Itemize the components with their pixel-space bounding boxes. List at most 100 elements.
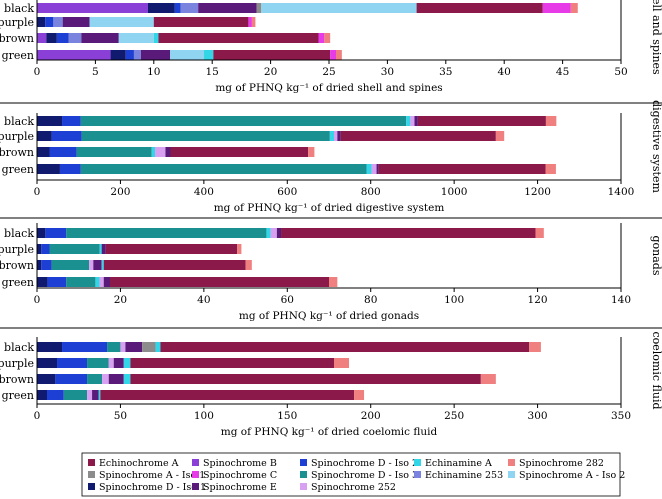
- category-label-purple: purple: [0, 16, 34, 29]
- legend-swatch: [88, 471, 95, 478]
- x-tick-label: 0: [34, 66, 41, 78]
- category-label-purple: purple: [0, 130, 34, 143]
- bar-segment-purple-spinochrome-d-iso-3: [87, 358, 109, 368]
- bar-segment-black-echinochrome-a: [417, 116, 546, 126]
- bar-segment-purple-spinochrome-282: [251, 17, 256, 27]
- bar-segment-brown-spinochrome-d-iso-2: [56, 33, 69, 43]
- bar-segment-black-spinochrome-252: [120, 342, 126, 352]
- bar-segment-brown-echinochrome-a: [170, 147, 309, 157]
- bar-segment-green-spinochrome-d-iso-1: [37, 390, 48, 400]
- x-tick-label: 100: [444, 294, 464, 306]
- legend-item-spinochrome-e: Spinochrome E: [192, 482, 277, 493]
- bar-segment-green-spinochrome-e: [92, 390, 99, 400]
- bar-segment-purple-echinochrome-a: [153, 17, 249, 27]
- x-tick-label: 1400: [608, 186, 635, 198]
- panel-label: digestive system: [650, 100, 662, 193]
- legend-label: Echinochrome A: [99, 458, 179, 469]
- bar-segment-brown-spinochrome-282: [245, 260, 252, 270]
- bar-segment-green-spinochrome-d-iso-3: [63, 390, 88, 400]
- x-tick-label: 35: [439, 66, 452, 78]
- bar-segment-green-spinochrome-252: [87, 390, 93, 400]
- bar-segment-black-spinochrome-a-iso-2: [261, 3, 417, 13]
- legend-label: Spinochrome E: [203, 482, 277, 493]
- bar-segment-purple-spinochrome-a-iso-2: [89, 17, 154, 27]
- bar-segment-black-spinochrome-252: [410, 116, 415, 126]
- category-label-brown: brown: [0, 32, 34, 45]
- x-tick-label: 800: [361, 186, 381, 198]
- legend-swatch: [192, 471, 199, 478]
- bar-segment-black-spinochrome-d-iso-3: [80, 116, 407, 126]
- x-tick-label: 200: [110, 186, 130, 198]
- bar-segment-black-spinochrome-d-iso-3: [66, 228, 267, 238]
- bar-segment-black-spinochrome-e: [276, 228, 282, 238]
- legend-label: Spinochrome 282: [519, 458, 604, 469]
- legend-label: Spinochrome 252: [311, 482, 396, 493]
- category-label-green: green: [2, 389, 34, 402]
- category-label-black: black: [4, 227, 34, 240]
- x-tick-label: 400: [194, 186, 214, 198]
- bar-segment-black-spinochrome-d-iso-1: [37, 228, 46, 238]
- bar-segment-brown-echinamine-a: [153, 33, 159, 43]
- bar-segment-brown-spinochrome-d-iso-1: [37, 260, 42, 270]
- bar-segment-purple-spinochrome-252: [334, 131, 338, 141]
- bar-segment-purple-echinamine-a: [99, 244, 102, 254]
- x-tick-label: 50: [114, 410, 127, 422]
- legend-swatch: [300, 471, 307, 478]
- category-label-brown: brown: [0, 146, 34, 159]
- x-tick-label: 250: [444, 410, 464, 422]
- bar-segment-brown-spinochrome-d-iso-2: [41, 260, 52, 270]
- x-axis-label: mg of PHNQ kg⁻¹ of dried gonads: [239, 310, 419, 322]
- category-label-brown: brown: [0, 373, 34, 386]
- legend-item-echinamine-253: Echinamine 253: [414, 470, 503, 481]
- legend-item-spinochrome-c: Spinochrome C: [192, 470, 277, 481]
- x-tick-label: 1200: [524, 186, 551, 198]
- x-tick-label: 350: [611, 410, 631, 422]
- bar-segment-brown-spinochrome-a-iso-2: [118, 33, 154, 43]
- bar-segment-green-spinochrome-282: [329, 277, 338, 287]
- bar-segment-brown-spinochrome-d-iso-3: [76, 147, 152, 157]
- legend-item-spinochrome-d-iso-3: Spinochrome D - Iso 3: [300, 470, 418, 481]
- bar-segment-green-spinochrome-252: [99, 277, 104, 287]
- category-label-green: green: [2, 276, 34, 289]
- bar-segment-green-spinochrome-d-iso-1: [37, 164, 60, 174]
- bar-segment-black-spinochrome-d-iso-1: [37, 116, 63, 126]
- bar-segment-black-spinochrome-d-iso-2: [45, 228, 67, 238]
- bar-segment-brown-spinochrome-e: [93, 260, 102, 270]
- x-axis-label: mg of PHNQ kg⁻¹ of dried shell and spine…: [215, 82, 442, 94]
- bar-segment-black-spinochrome-282: [570, 3, 578, 13]
- bar-segment-brown-spinochrome-d-iso-2: [55, 374, 88, 384]
- bar-segment-black-spinochrome-d-iso-3: [107, 342, 121, 352]
- bar-segment-brown-spinochrome-d-iso-3: [87, 374, 103, 384]
- x-tick-label: 80: [364, 294, 377, 306]
- x-tick-label: 0: [34, 186, 41, 198]
- x-tick-label: 10: [147, 66, 160, 78]
- bar-segment-black-spinochrome-e: [198, 3, 257, 13]
- bar-segment-green-spinochrome-282: [545, 164, 556, 174]
- bar-segment-black-spinochrome-d-iso-2: [174, 3, 181, 13]
- panel-label: gonads: [650, 236, 662, 276]
- bar-segment-brown-spinochrome-282: [308, 147, 315, 157]
- bar-segment-brown-spinochrome-c: [318, 33, 325, 43]
- bar-segment-black-spinochrome-282: [529, 342, 541, 352]
- bar-segment-brown-spinochrome-d-iso-1: [37, 147, 50, 157]
- bar-segment-purple-spinochrome-282: [334, 358, 350, 368]
- bar-segment-purple-echinochrome-a: [340, 131, 496, 141]
- legend-label: Spinochrome D - Iso 3: [311, 470, 418, 481]
- legend-swatch: [414, 471, 421, 478]
- category-label-green: green: [2, 163, 34, 176]
- bar-segment-brown-spinochrome-282: [480, 374, 496, 384]
- bar-segment-purple-spinochrome-d-iso-3: [81, 131, 330, 141]
- bar-segment-brown-echinochrome-a: [158, 33, 319, 43]
- bar-segment-green-spinochrome-d-iso-1: [110, 50, 126, 60]
- x-tick-label: 20: [264, 66, 277, 78]
- bar-segment-black-spinochrome-282: [545, 116, 557, 126]
- x-axis-label: mg of PHNQ kg⁻¹ of dried digestive syste…: [214, 202, 445, 214]
- bar-segment-brown-spinochrome-e: [108, 374, 124, 384]
- bar-segment-green-spinochrome-b: [37, 50, 111, 60]
- bar-segment-purple-spinochrome-252: [108, 358, 114, 368]
- x-tick-label: 15: [206, 66, 219, 78]
- legend-label: Spinochrome A - Iso 1: [99, 470, 205, 481]
- bar-segment-purple-echinamine-253: [53, 17, 63, 27]
- x-tick-label: 600: [277, 186, 297, 198]
